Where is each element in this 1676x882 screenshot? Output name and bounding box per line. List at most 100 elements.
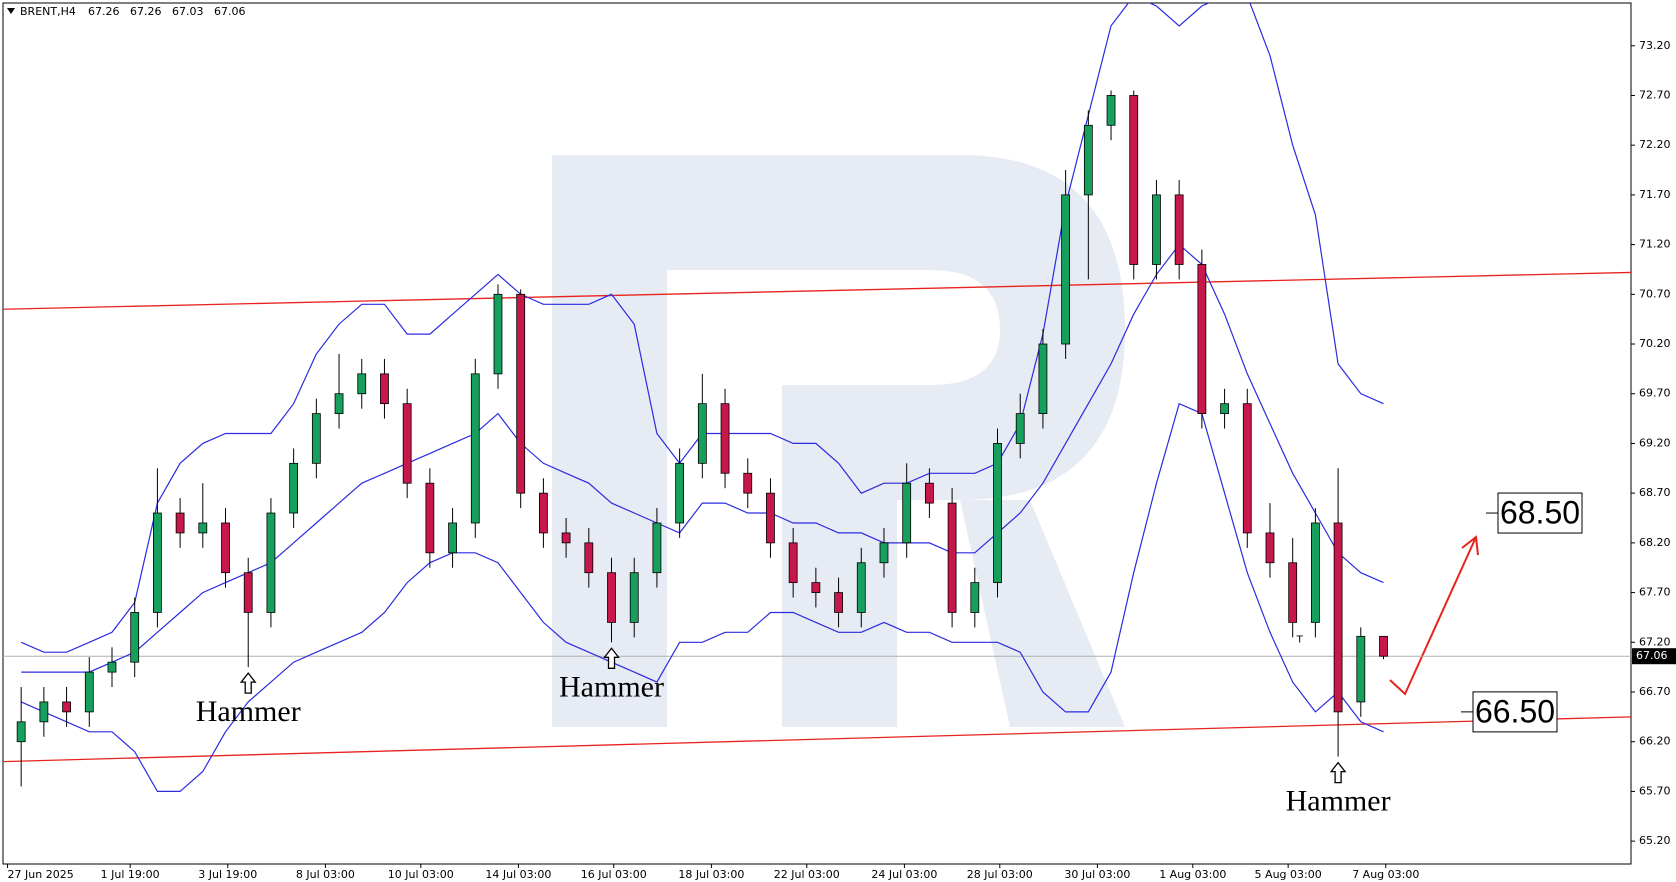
y-tick-label: 72.20 [1639,138,1671,151]
y-tick-label: 71.70 [1639,188,1671,201]
header-close: 67.06 [214,5,246,18]
candle-body [947,502,957,613]
candle-body [720,403,730,474]
candle-body [1242,403,1252,534]
target-label: 66.50 [1475,693,1555,729]
candle-body [993,443,1002,584]
x-tick-label: 8 Jul 03:00 [296,868,355,881]
candle-body [107,661,117,673]
candle-body [584,542,594,574]
y-tick-label: 73.20 [1639,39,1671,52]
candle-body [879,542,889,564]
candle-body [470,373,480,524]
x-tick-label: 1 Jul 19:00 [101,868,160,881]
candle-body [516,293,526,494]
y-tick-label: 65.20 [1639,834,1671,847]
candle-body [221,522,230,574]
candle-body [924,482,934,504]
candle-body [629,572,639,623]
candle-body [448,522,457,554]
trend-line [3,271,1631,310]
y-tick-label: 67.20 [1639,635,1671,648]
y-tick-label: 69.70 [1639,387,1671,400]
trend-line [3,716,1631,763]
y-tick-label: 69.20 [1639,436,1671,449]
price-label-box [1632,648,1676,665]
hammer-label: Hammer [196,695,301,728]
x-tick-label: 22 Jul 03:00 [774,868,840,881]
price-label: 67.06 [1636,649,1668,662]
plot-frame [2,2,1632,865]
x-tick-label: 14 Jul 03:00 [485,868,551,881]
y-tick-label: 68.70 [1639,486,1671,499]
target-box [1472,691,1558,733]
y-tick-label: 65.70 [1639,784,1671,797]
candle-body [16,721,26,743]
candle-body [538,492,548,534]
candle-body [357,373,367,395]
candle-body [1083,124,1093,196]
y-tick-label: 72.70 [1639,88,1671,101]
candle-body [380,373,389,405]
x-tick-label: 1 Aug 03:00 [1159,868,1226,881]
candle-body [788,542,798,584]
candle-body [289,462,299,514]
watermark [552,155,1125,727]
candle-body [62,701,71,713]
candle-body [1265,532,1275,564]
y-tick-label: 66.20 [1639,735,1671,748]
candle-body [175,512,185,534]
candle-body [766,492,775,544]
y-tick-label: 70.20 [1639,337,1671,350]
x-tick-label: 16 Jul 03:00 [581,868,647,881]
candle-body [1129,95,1139,265]
candle-body [84,671,94,713]
target-label: 68.50 [1500,494,1580,530]
candle-body [697,403,707,464]
candle-body [152,512,162,613]
candle-body [652,522,662,574]
candle-body [130,612,140,663]
header-low: 67.03 [172,5,204,18]
x-tick-label: 7 Aug 03:00 [1352,868,1419,881]
candle-body [402,403,412,484]
candle-body [493,293,503,375]
hammer-arrow [1329,761,1347,784]
header-high: 67.26 [130,5,162,18]
hammer-label: Hammer [1286,785,1391,818]
candle-body [1038,343,1048,415]
candle-body [811,582,821,593]
candle-body [856,562,866,613]
candle-body [1197,264,1207,415]
candle-body [675,462,685,524]
candle-body [1310,522,1320,623]
x-tick-label: 5 Aug 03:00 [1255,868,1322,881]
band-lower [20,402,1384,792]
candle-body [1152,194,1161,265]
candle-body [1379,635,1388,657]
candle-body [1356,635,1366,703]
hammer-arrow [603,647,620,669]
y-tick-label: 70.70 [1639,287,1671,300]
y-tick-label: 66.70 [1639,685,1671,698]
candle-body [561,532,571,544]
target-box [1497,492,1583,534]
candle-body [1288,562,1298,623]
small-mark: T [1296,634,1304,645]
candle-body [198,522,208,534]
x-tick-label: 18 Jul 03:00 [678,868,744,881]
candle-body [607,572,616,623]
candle-body [1333,522,1343,713]
plot-area [3,3,1631,792]
x-tick-label: 24 Jul 03:00 [871,868,937,881]
hammer-arrow [239,672,257,694]
candle-body [1220,403,1229,415]
symbol: BRENT,H4 [20,5,76,18]
candle-body [425,482,435,554]
y-tick-label: 71.20 [1639,238,1671,251]
x-tick-label: 27 Jun 2025 [8,868,74,881]
hammer-label: Hammer [559,670,664,703]
candle-body [1061,194,1071,345]
x-tick-label: 30 Jul 03:00 [1064,868,1130,881]
candle-body [902,482,912,544]
